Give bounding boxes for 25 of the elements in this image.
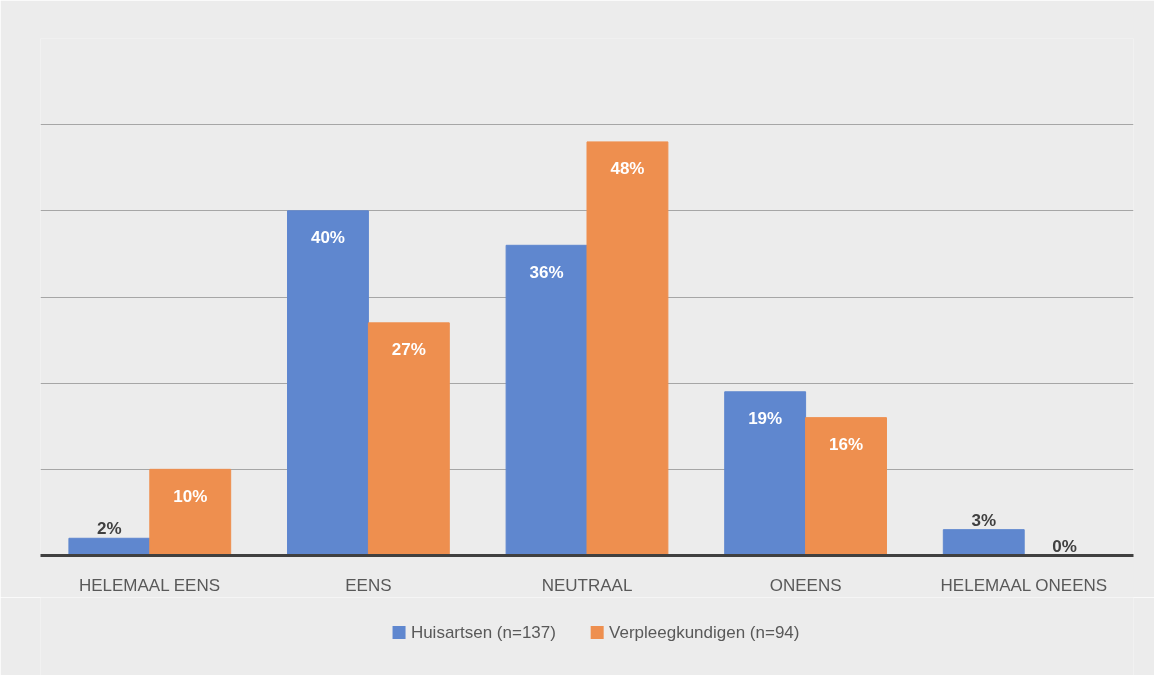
legend-label: Huisartsen (n=137) xyxy=(410,623,556,642)
x-tick-label: HELEMAAL EENS xyxy=(78,575,221,595)
data-label: 0% xyxy=(1052,536,1077,556)
bar xyxy=(287,210,369,556)
data-label: 19% xyxy=(748,409,783,429)
x-tick-label: EENS xyxy=(345,575,392,595)
bar xyxy=(586,141,669,556)
bar xyxy=(505,244,588,556)
bar xyxy=(724,391,807,556)
data-label: 40% xyxy=(310,228,345,248)
data-label: 36% xyxy=(529,262,564,282)
x-tick-label: NEUTRAAL xyxy=(541,575,633,595)
data-label: 10% xyxy=(173,486,208,506)
bar xyxy=(149,468,232,556)
data-label: 48% xyxy=(610,159,645,179)
legend-label: Verpleegkundigen (n=94) xyxy=(609,623,800,642)
data-label: 16% xyxy=(829,435,864,455)
data-label: 27% xyxy=(391,340,426,360)
x-tick-label: HELEMAAL ONEENS xyxy=(940,575,1108,595)
bar xyxy=(367,322,450,556)
x-tick-label: ONEENS xyxy=(769,575,842,595)
bar xyxy=(942,529,1025,556)
data-label: 3% xyxy=(971,510,997,530)
data-label: 2% xyxy=(97,519,122,539)
bar xyxy=(805,417,887,556)
